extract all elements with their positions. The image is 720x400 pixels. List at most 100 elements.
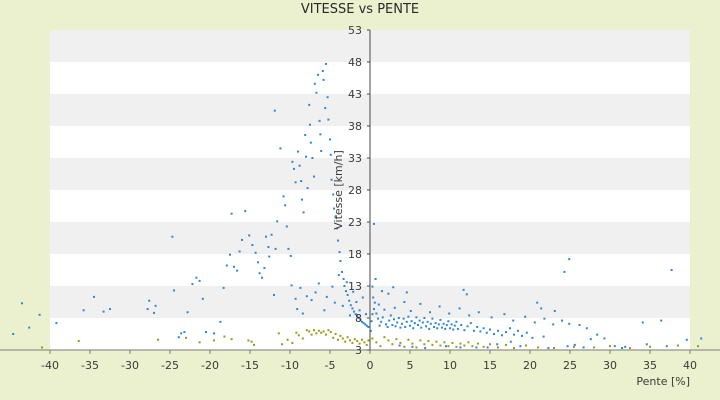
series-1-point: [477, 311, 480, 314]
series-1-point: [183, 331, 186, 334]
y-tick-label: 53: [348, 24, 362, 37]
series-1-point: [419, 302, 422, 305]
series-2-point: [198, 341, 201, 344]
series-1-point: [525, 331, 528, 334]
series-1-point: [434, 322, 437, 325]
series-2-point: [291, 341, 294, 344]
series-1-point: [305, 155, 307, 158]
series-1-point: [397, 317, 400, 319]
series-1-point: [333, 301, 336, 304]
y-tick-label: 3: [355, 344, 362, 357]
series-2-point: [325, 333, 327, 336]
series-1-point: [362, 322, 365, 325]
series-1-point: [82, 309, 85, 312]
series-2-point: [157, 338, 159, 341]
series-1-point: [146, 308, 149, 311]
series-1-point: [445, 345, 447, 348]
series-1-point: [294, 181, 297, 184]
series-1-point: [377, 303, 380, 306]
series-2-point: [341, 337, 344, 340]
series-1-point: [517, 329, 519, 332]
series-1-point: [341, 270, 343, 273]
series-2-point: [482, 345, 485, 348]
series-1-point: [241, 238, 243, 241]
series-1-point: [371, 313, 374, 316]
series-2-point: [301, 337, 304, 340]
series-1-point: [171, 235, 174, 238]
x-tick-label: 5: [407, 359, 414, 372]
series-1-point: [465, 293, 468, 296]
series-1-point: [469, 322, 472, 325]
series-1-point: [543, 317, 546, 320]
series-1-point: [353, 310, 355, 313]
series-1-point: [561, 319, 563, 322]
series-2-point: [310, 333, 313, 336]
series-1-point: [497, 329, 499, 332]
series-1-point: [244, 210, 247, 213]
series-1-point: [552, 323, 555, 326]
series-1-point: [582, 346, 585, 349]
x-tick-label: 25: [563, 359, 577, 372]
series-1-point: [455, 320, 458, 323]
series-1-point: [173, 289, 175, 292]
series-1-point: [412, 327, 415, 330]
series-1-point: [225, 264, 228, 267]
series-1-point: [603, 337, 606, 340]
series-2-point: [185, 336, 187, 339]
series-2-point: [629, 347, 631, 350]
series-1-point: [381, 316, 384, 319]
series-1-point: [268, 255, 271, 258]
series-2-point: [415, 346, 418, 349]
series-1-point: [257, 261, 259, 264]
series-1-point: [439, 318, 442, 321]
series-2-point: [351, 341, 354, 344]
series-1-point: [452, 328, 455, 331]
series-1-point: [314, 291, 317, 294]
series-1-point: [12, 333, 15, 335]
series-2-point: [403, 345, 406, 348]
series-1-point: [421, 321, 424, 324]
series-2-point: [609, 345, 611, 348]
series-2-point: [513, 347, 515, 350]
series-1-point: [398, 344, 401, 347]
series-1-point: [563, 270, 566, 273]
series-2-point: [344, 340, 347, 343]
series-1-point: [299, 286, 302, 289]
series-1-point: [388, 319, 391, 322]
series-1-point: [613, 345, 616, 348]
series-1-point: [348, 299, 351, 302]
series-1-point: [444, 327, 447, 330]
series-1-point: [337, 274, 340, 277]
series-1-point: [367, 325, 370, 328]
series-1-point: [380, 320, 383, 323]
series-1-point: [338, 251, 341, 254]
series-1-point: [373, 308, 375, 311]
series-1-point: [321, 69, 324, 72]
series-1-point: [238, 250, 241, 253]
y-tick-label: 28: [348, 184, 362, 197]
series-1-point: [267, 245, 270, 248]
y-tick-label: 18: [348, 248, 362, 261]
series-1-point: [542, 335, 545, 338]
series-2-point: [230, 338, 233, 341]
series-1-point: [371, 285, 374, 288]
series-1-point: [457, 327, 459, 330]
series-1-point: [413, 322, 416, 325]
series-1-point: [386, 325, 389, 328]
series-1-point: [323, 309, 326, 312]
series-1-point: [354, 313, 357, 316]
series-2-point: [375, 341, 378, 344]
series-1-point: [349, 304, 352, 307]
series-2-point: [505, 343, 507, 346]
series-1-point: [547, 347, 550, 350]
series-2-point: [339, 334, 342, 337]
series-1-point: [154, 304, 157, 307]
series-2-point: [247, 339, 250, 342]
series-1-point: [296, 308, 299, 311]
series-1-point: [93, 295, 95, 298]
series-2-point: [407, 338, 410, 341]
series-1-point: [233, 265, 235, 268]
series-1-point: [333, 207, 335, 210]
series-1-point: [153, 311, 155, 314]
series-2-point: [497, 346, 499, 349]
